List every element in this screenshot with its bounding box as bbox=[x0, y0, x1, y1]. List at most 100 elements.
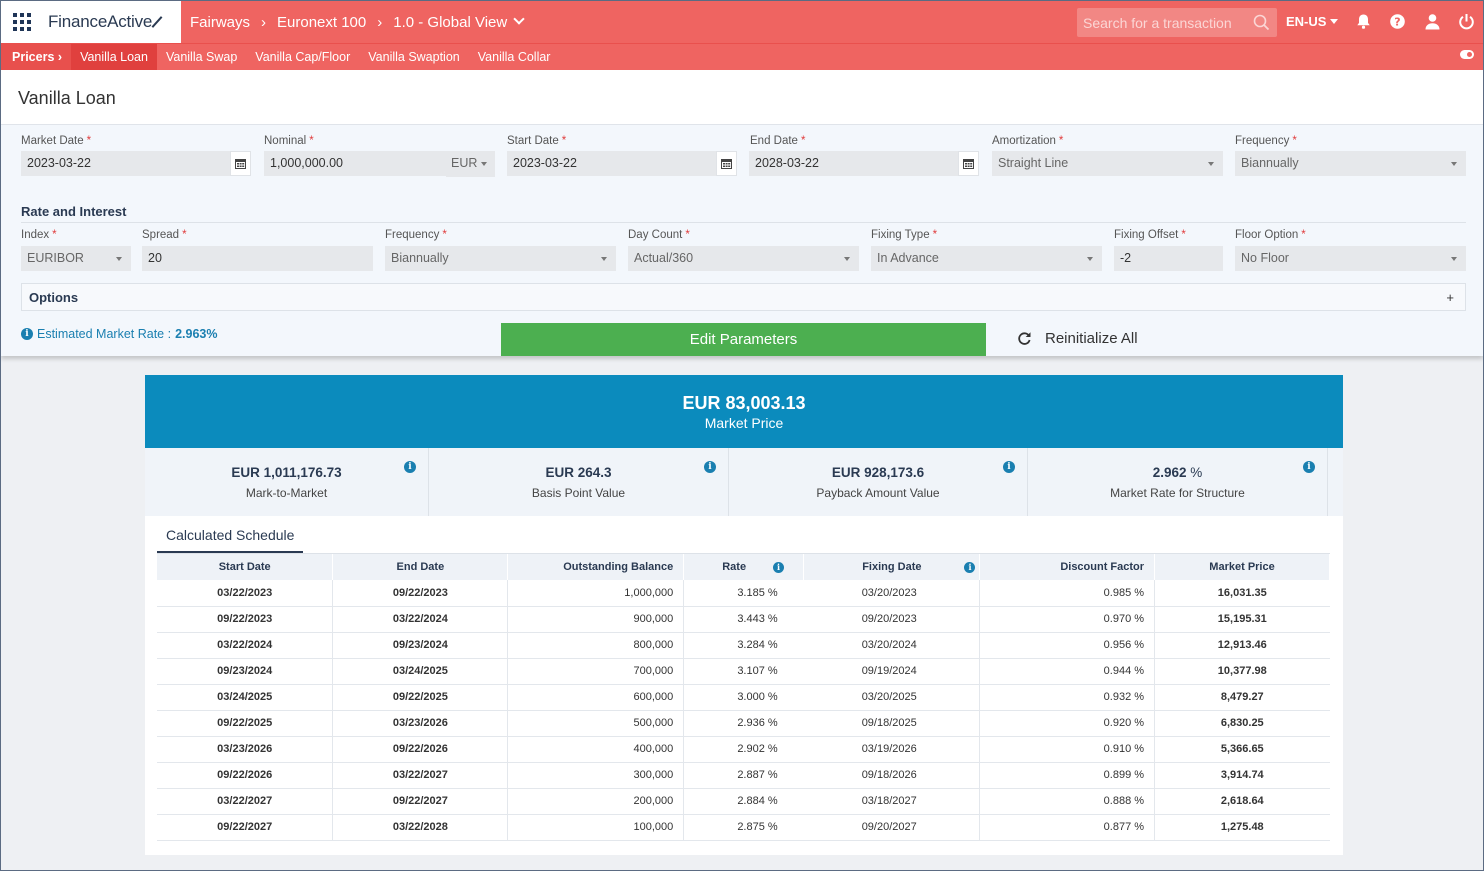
cell-discount-factor: 0.944 % bbox=[979, 658, 1156, 685]
user-icon[interactable] bbox=[1424, 13, 1441, 30]
column-header-rate[interactable]: Rate i bbox=[683, 554, 805, 580]
subnav-pricers[interactable]: Pricers › bbox=[1, 43, 72, 71]
info-icon[interactable]: i bbox=[1003, 461, 1015, 473]
cell-end-date: 09/22/2023 bbox=[332, 580, 509, 607]
cell-end-date: 03/22/2027 bbox=[332, 762, 509, 789]
chevron-down-icon[interactable] bbox=[513, 13, 525, 25]
amortization-value: Straight Line bbox=[998, 156, 1069, 170]
cell-start-date: 03/23/2026 bbox=[157, 736, 334, 763]
table-row[interactable]: 03/24/2025 09/22/2025 600,000 3.000 % 03/20/… bbox=[157, 684, 1330, 711]
rate-interest-title: Rate and Interest bbox=[21, 204, 127, 219]
market-date-field[interactable]: 2023-03-22 bbox=[21, 151, 230, 176]
cell-discount-factor: 0.888 % bbox=[979, 788, 1156, 815]
cell-end-date: 09/22/2025 bbox=[332, 684, 509, 711]
start-date-label: Start Date * bbox=[507, 135, 567, 147]
schedule-table: Start Date End Date Outstanding Balance … bbox=[157, 554, 1330, 841]
end-date-field[interactable]: 2028-03-22 bbox=[749, 151, 958, 176]
table-row[interactable]: 09/22/2026 03/22/2027 300,000 2.887 % 09/18/… bbox=[157, 762, 1330, 789]
caret-down-icon bbox=[1087, 257, 1093, 261]
cell-outstanding-balance: 1,000,000 bbox=[507, 580, 685, 607]
rate-frequency-select[interactable]: Biannually bbox=[385, 246, 616, 271]
table-row[interactable]: 03/23/2026 09/22/2026 400,000 2.902 % 03/19/… bbox=[157, 736, 1330, 763]
calendar-icon[interactable] bbox=[958, 151, 979, 176]
start-date-field[interactable]: 2023-03-22 bbox=[507, 151, 716, 176]
amortization-label-text: Amortization bbox=[992, 135, 1056, 147]
language-selector[interactable]: EN-US bbox=[1286, 14, 1339, 29]
currency-select[interactable]: EUR bbox=[446, 151, 495, 177]
kpi-row: EUR 1,011,176.73 Mark-to-Market i EUR 26… bbox=[145, 448, 1343, 516]
nominal-field[interactable]: 1,000,000.00 bbox=[264, 151, 446, 176]
fixing-type-select[interactable]: In Advance bbox=[871, 246, 1102, 271]
info-icon[interactable]: i bbox=[1303, 461, 1315, 473]
tab-vanilla-cap-floor[interactable]: Vanilla Cap/Floor bbox=[255, 49, 351, 64]
tab-vanilla-swap[interactable]: Vanilla Swap bbox=[165, 49, 238, 64]
tab-vanilla-loan[interactable]: Vanilla Loan bbox=[71, 43, 157, 71]
kpi-label: Basis Point Value bbox=[531, 486, 626, 500]
table-row[interactable]: 03/22/2024 09/23/2024 800,000 3.284 % 03/20/… bbox=[157, 632, 1330, 659]
cell-fixing-date: 09/18/2026 bbox=[803, 762, 981, 789]
cell-fixing-date: 03/19/2026 bbox=[803, 736, 981, 763]
caret-down-icon bbox=[844, 257, 850, 261]
cell-fixing-date: 03/18/2027 bbox=[803, 788, 981, 815]
fixing-offset-field[interactable]: -2 bbox=[1114, 246, 1223, 271]
column-header[interactable]: End Date bbox=[332, 554, 509, 580]
divider bbox=[157, 553, 1330, 554]
column-header[interactable]: Outstanding Balance bbox=[507, 554, 685, 580]
column-header[interactable]: Discount Factor bbox=[979, 554, 1156, 580]
day-count-select[interactable]: Actual/360 bbox=[628, 246, 859, 271]
info-icon[interactable]: i bbox=[964, 562, 976, 573]
table-row[interactable]: 09/22/2025 03/23/2026 500,000 2.936 % 09/18/… bbox=[157, 710, 1330, 737]
cell-fixing-date: 03/20/2023 bbox=[803, 580, 981, 607]
table-row[interactable]: 03/22/2023 09/22/2023 1,000,000 3.185 % 03/2… bbox=[157, 580, 1330, 607]
bell-icon[interactable] bbox=[1355, 13, 1372, 30]
toggle-icon[interactable] bbox=[1460, 50, 1474, 59]
calendar-icon[interactable] bbox=[230, 151, 251, 176]
cell-market-price: 5,366.65 bbox=[1154, 736, 1330, 763]
amortization-select[interactable]: Straight Line bbox=[992, 151, 1223, 176]
nominal-label: Nominal * bbox=[264, 135, 314, 147]
help-icon[interactable]: ? bbox=[1389, 13, 1406, 30]
cell-end-date: 09/22/2027 bbox=[332, 788, 509, 815]
edit-parameters-button[interactable]: Edit Parameters bbox=[501, 323, 986, 356]
tab-calculated-schedule[interactable]: Calculated Schedule bbox=[157, 527, 304, 553]
cell-end-date: 09/22/2026 bbox=[332, 736, 509, 763]
reinitialize-all-button[interactable]: Reinitialize All bbox=[1017, 330, 1138, 347]
info-icon[interactable]: i bbox=[404, 461, 416, 473]
kpi-label: Payback Amount Value bbox=[816, 486, 940, 500]
floor-option-select[interactable]: No Floor bbox=[1235, 246, 1466, 271]
index-select[interactable]: EURIBOR bbox=[21, 246, 131, 271]
search-input[interactable] bbox=[1083, 14, 1249, 31]
cell-rate: 3.185 % bbox=[683, 580, 804, 607]
column-header-fixing[interactable]: Fixing Date i bbox=[803, 554, 981, 580]
cell-market-price: 12,913.46 bbox=[1154, 632, 1330, 659]
column-header[interactable]: Start Date bbox=[157, 554, 334, 580]
top-header: FinanceActive Fairways › Euronext 100 › … bbox=[1, 1, 1483, 43]
calendar-icon[interactable] bbox=[716, 151, 737, 176]
caret-down-icon bbox=[116, 257, 122, 261]
table-row[interactable]: 03/22/2027 09/22/2027 200,000 2.884 % 03/18/… bbox=[157, 788, 1330, 815]
table-row[interactable]: 09/23/2024 03/24/2025 700,000 3.107 % 09/19/… bbox=[157, 658, 1330, 685]
table-row[interactable]: 09/22/2023 03/22/2024 900,000 3.443 % 09/20/… bbox=[157, 606, 1330, 633]
floor-option-label-text: Floor Option bbox=[1235, 229, 1299, 241]
cell-rate: 3.443 % bbox=[683, 606, 804, 633]
info-icon[interactable]: i bbox=[704, 461, 716, 473]
power-icon[interactable] bbox=[1458, 13, 1475, 30]
table-row[interactable]: 09/22/2027 03/22/2028 100,000 2.875 % 09/20/… bbox=[157, 814, 1330, 841]
logo[interactable]: FinanceActive bbox=[48, 12, 153, 31]
cell-end-date: 03/22/2024 bbox=[332, 606, 509, 633]
column-header[interactable]: Market Price bbox=[1154, 554, 1330, 580]
breadcrumb-euronext[interactable]: Euronext 100 bbox=[277, 13, 367, 31]
breadcrumb-view[interactable]: 1.0 - Global View bbox=[393, 13, 508, 31]
search-icon[interactable] bbox=[1253, 14, 1270, 31]
expand-plus-icon[interactable]: + bbox=[1446, 290, 1454, 305]
cell-discount-factor: 0.877 % bbox=[979, 814, 1156, 841]
frequency-select[interactable]: Biannually bbox=[1235, 151, 1466, 176]
breadcrumb-fairways[interactable]: Fairways bbox=[190, 13, 251, 31]
spread-field[interactable]: 20 bbox=[142, 246, 373, 271]
info-icon[interactable]: i bbox=[773, 562, 785, 573]
apps-grid-icon[interactable] bbox=[13, 13, 31, 31]
tab-vanilla-collar[interactable]: Vanilla Collar bbox=[477, 49, 551, 64]
tab-vanilla-swaption[interactable]: Vanilla Swaption bbox=[368, 49, 460, 64]
fixing-type-label: Fixing Type * bbox=[871, 229, 938, 241]
options-panel[interactable]: Options + bbox=[21, 283, 1466, 311]
